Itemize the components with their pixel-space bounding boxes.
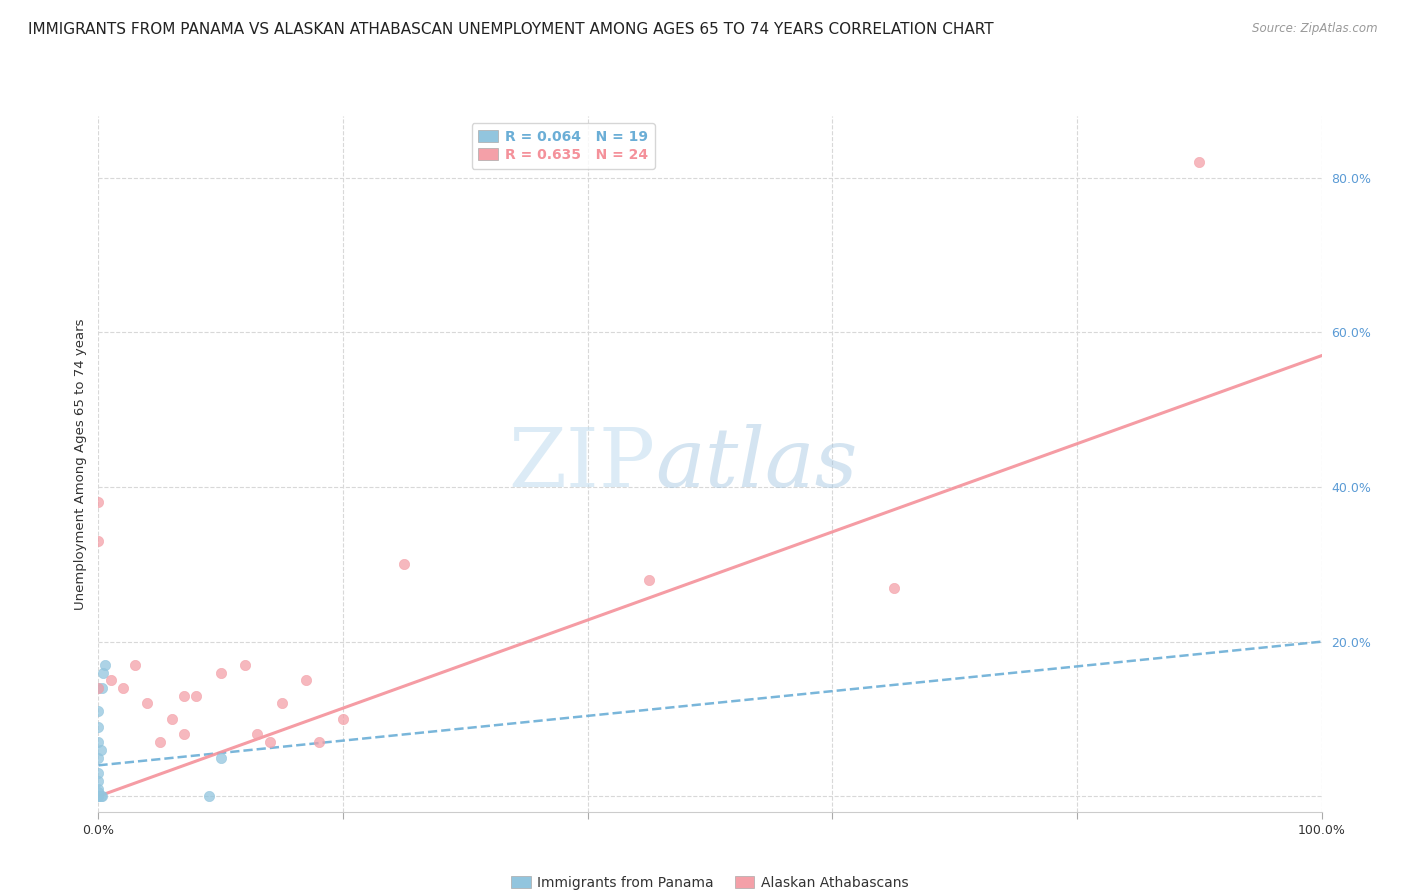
Point [87, 735, 110, 749]
Point [87, 773, 110, 788]
Point [233, 657, 256, 672]
Point [197, 789, 219, 804]
Point [209, 665, 232, 680]
Point [87, 781, 110, 796]
Text: IMMIGRANTS FROM PANAMA VS ALASKAN ATHABASCAN UNEMPLOYMENT AMONG AGES 65 TO 74 YE: IMMIGRANTS FROM PANAMA VS ALASKAN ATHABA… [28, 22, 994, 37]
Point [87, 789, 110, 804]
Point [90, 743, 112, 757]
Point [124, 657, 146, 672]
Point [90, 789, 112, 804]
Point [392, 558, 416, 572]
Point [87, 704, 110, 718]
Point [259, 735, 281, 749]
Point [136, 697, 159, 711]
Point [295, 673, 318, 688]
Point [87, 750, 110, 764]
Point [332, 712, 354, 726]
Point [87, 785, 110, 799]
Text: Source: ZipAtlas.com: Source: ZipAtlas.com [1253, 22, 1378, 36]
Y-axis label: Unemployment Among Ages 65 to 74 years: Unemployment Among Ages 65 to 74 years [75, 318, 87, 609]
Point [87, 720, 110, 734]
Point [186, 689, 208, 703]
Point [111, 681, 134, 695]
Point [149, 735, 172, 749]
Point [87, 789, 110, 804]
Point [637, 573, 661, 587]
Point [308, 735, 330, 749]
Point [209, 750, 232, 764]
Point [87, 534, 110, 549]
Point [87, 495, 110, 509]
Point [87, 681, 110, 695]
Legend: Immigrants from Panama, Alaskan Athabascans: Immigrants from Panama, Alaskan Athabasc… [506, 870, 914, 892]
Point [87, 766, 110, 780]
Point [173, 689, 195, 703]
Point [91, 665, 114, 680]
Point [270, 697, 294, 711]
Point [1188, 155, 1211, 169]
Point [91, 789, 114, 804]
Point [87, 681, 110, 695]
Point [93, 657, 115, 672]
Point [173, 727, 195, 741]
Point [160, 712, 183, 726]
Text: ZIP: ZIP [508, 424, 655, 504]
Point [246, 727, 269, 741]
Point [100, 673, 122, 688]
Text: atlas: atlas [655, 424, 858, 504]
Point [91, 681, 114, 695]
Point [883, 581, 905, 595]
